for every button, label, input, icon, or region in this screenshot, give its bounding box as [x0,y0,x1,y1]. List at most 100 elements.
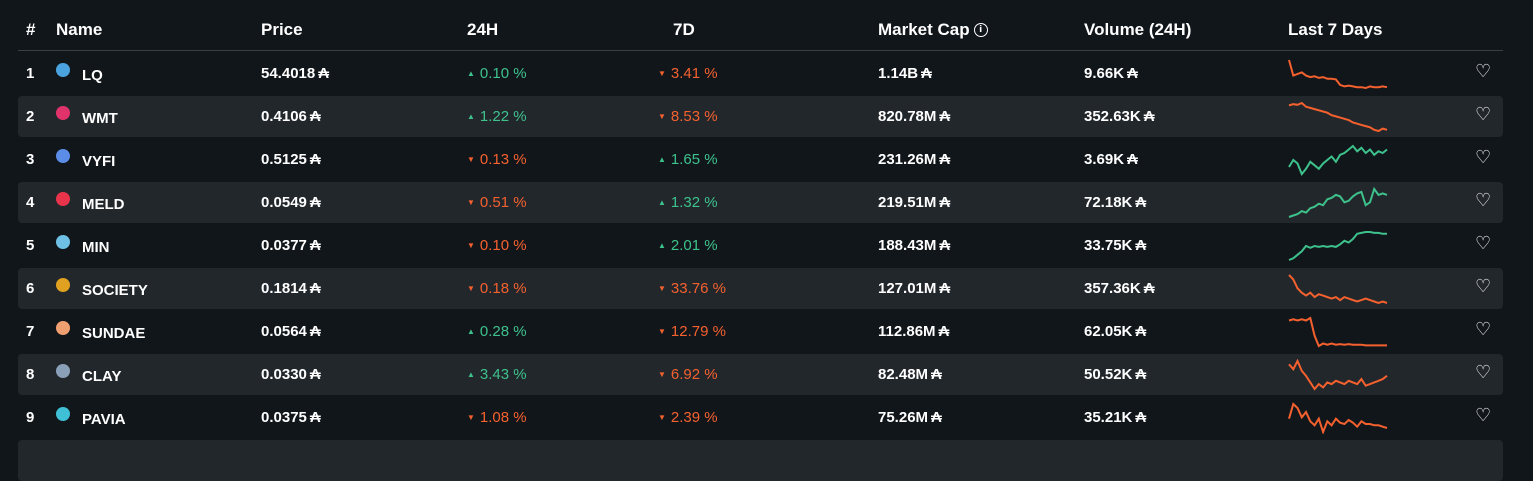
volume-24h: 357.36K ₳ [1084,280,1155,297]
meld-icon [56,191,70,206]
sparkline-chart [1288,315,1387,347]
change-24h: ▲ 0.10 % [467,53,527,94]
header-24h[interactable]: 24H [467,20,499,39]
header-market-cap-label: Market Cap [878,20,970,39]
table-row[interactable]: 7 SUNDAE 0.0564 ₳ ▲ 0.28 % ▼ 12.79 % 112.86M ₳ 62.… [18,311,1503,352]
token-name: CLAY [82,368,122,385]
info-icon[interactable]: i [973,23,988,37]
market-cap: 1.14B ₳ [878,65,932,82]
token-price: 0.4106 ₳ [261,108,321,125]
ada-symbol: ₳ [921,65,932,82]
ada-symbol: ₳ [309,366,321,383]
change-24h: ▼ 0.13 % [467,139,527,180]
token-name-cell[interactable]: SUNDAE [56,311,145,352]
header-price[interactable]: Price [261,20,303,39]
table-row-partial[interactable] [18,440,1503,481]
token-name: SOCIETY [82,282,148,299]
favorite-button[interactable]: ♡ [1475,354,1491,395]
arrow-down-icon: ▼ [658,413,666,422]
sparkline-series [1288,144,1388,176]
favorite-button[interactable]: ♡ [1475,397,1491,438]
table-row[interactable]: 2 WMT 0.4106 ₳ ▲ 1.22 % ▼ 8.53 % 820.78M ₳ 352.63K… [18,96,1503,137]
heart-icon: ♡ [1475,147,1492,168]
ada-symbol: ₳ [939,237,951,254]
change-value: 1.08 % [479,409,527,426]
table-row[interactable]: 5 MIN 0.0377 ₳ ▼ 0.10 % ▲ 2.01 % 188.43M ₳ 33.75K ₳… [18,225,1503,266]
change-value: 3.43 % [479,366,527,383]
ada-symbol: ₳ [1127,151,1138,168]
arrow-down-icon: ▼ [467,155,475,164]
ada-symbol: ₳ [318,65,330,82]
change-7d: ▲ 2.01 % [658,225,718,266]
arrow-up-icon: ▲ [467,69,475,78]
change-24h: ▲ 3.43 % [467,354,527,395]
change-7d: ▲ 1.65 % [658,139,718,180]
token-name-cell[interactable]: MIN [56,225,110,266]
table-row[interactable]: 6 SOCIETY 0.1814 ₳ ▼ 0.18 % ▼ 33.76 % 127.01M ₳ 35… [18,268,1503,309]
heart-icon: ♡ [1475,104,1492,125]
token-name-cell[interactable]: PAVIA [56,397,126,438]
change-value: 0.13 % [479,151,527,168]
table-row[interactable]: 1 LQ 54.4018 ₳ ▲ 0.10 % ▼ 3.41 % 1.14B ₳ 9.66K ₳ ♡ [18,53,1503,94]
sparkline-chart [1288,59,1388,89]
header-rank[interactable]: # [26,20,36,39]
header-volume[interactable]: Volume (24H) [1084,20,1192,39]
wmt-icon [56,105,70,120]
token-name-cell[interactable]: WMT [56,96,118,137]
row-rank: 5 [26,237,35,254]
change-value: 1.22 % [479,108,527,125]
favorite-button[interactable]: ♡ [1475,182,1491,223]
table-row[interactable]: 8 CLAY 0.0330 ₳ ▲ 3.43 % ▼ 6.92 % 82.48M ₳ 50.52K ₳… [18,354,1503,395]
favorite-button[interactable]: ♡ [1475,139,1491,180]
change-value: 0.18 % [479,280,527,297]
token-name-cell[interactable]: MELD [56,182,125,223]
token-name: MELD [82,196,125,213]
sparkline-series [1288,401,1388,434]
token-name-cell[interactable]: LQ [56,53,103,94]
token-name: WMT [82,110,118,127]
ada-symbol: ₳ [938,323,950,340]
header-7d[interactable]: 7D [673,20,695,39]
arrow-down-icon: ▼ [658,327,666,336]
pavia-icon [56,406,70,421]
table-row[interactable]: 4 MELD 0.0549 ₳ ▼ 0.51 % ▲ 1.32 % 219.51M ₳ 72.18K… [18,182,1503,223]
favorite-button[interactable]: ♡ [1475,268,1491,309]
heart-icon: ♡ [1475,276,1492,297]
token-name-cell[interactable]: SOCIETY [56,268,148,309]
market-cap: 112.86M ₳ [878,323,950,340]
table-row[interactable]: 9 PAVIA 0.0375 ₳ ▼ 1.08 % ▼ 2.39 % 75.26M ₳ 35.21K… [18,397,1503,438]
market-cap: 820.78M ₳ [878,108,951,125]
change-value: 1.32 % [670,194,718,211]
ada-symbol: ₳ [309,151,321,168]
change-24h: ▼ 0.10 % [467,225,527,266]
volume-24h: 62.05K ₳ [1084,323,1147,340]
favorite-button[interactable]: ♡ [1475,225,1491,266]
sparkline-chart [1288,273,1388,304]
change-7d: ▲ 1.32 % [658,182,718,223]
token-price: 0.0375 ₳ [261,409,321,426]
heart-icon: ♡ [1475,190,1492,211]
droplet-icon [56,62,70,77]
ada-symbol: ₳ [309,108,321,125]
token-name-cell[interactable]: VYFI [56,139,115,180]
change-value: 0.10 % [479,237,527,254]
header-last-7-days: Last 7 Days [1288,20,1383,39]
table-row[interactable]: 3 VYFI 0.5125 ₳ ▼ 0.13 % ▲ 1.65 % 231.26M ₳ 3.69K ₳… [18,139,1503,180]
favorite-button[interactable]: ♡ [1475,96,1491,137]
token-name-cell[interactable]: CLAY [56,354,121,395]
change-value: 3.41 % [670,65,718,82]
sparkline-7d [1288,397,1388,438]
market-cap: 82.48M ₳ [878,366,942,383]
change-value: 0.51 % [479,194,527,211]
header-market-cap[interactable]: Market Cap i [878,10,988,50]
token-price: 0.0377 ₳ [261,237,321,254]
sparkline-chart [1288,101,1388,132]
volume-24h: 50.52K ₳ [1084,366,1147,383]
header-name[interactable]: Name [56,20,103,39]
favorite-button[interactable]: ♡ [1475,53,1491,94]
heart-icon: ♡ [1475,319,1492,340]
volume-24h: 35.21K ₳ [1084,409,1147,426]
change-24h: ▼ 1.08 % [467,397,527,438]
favorite-button[interactable]: ♡ [1475,311,1491,352]
ada-symbol: ₳ [939,151,951,168]
